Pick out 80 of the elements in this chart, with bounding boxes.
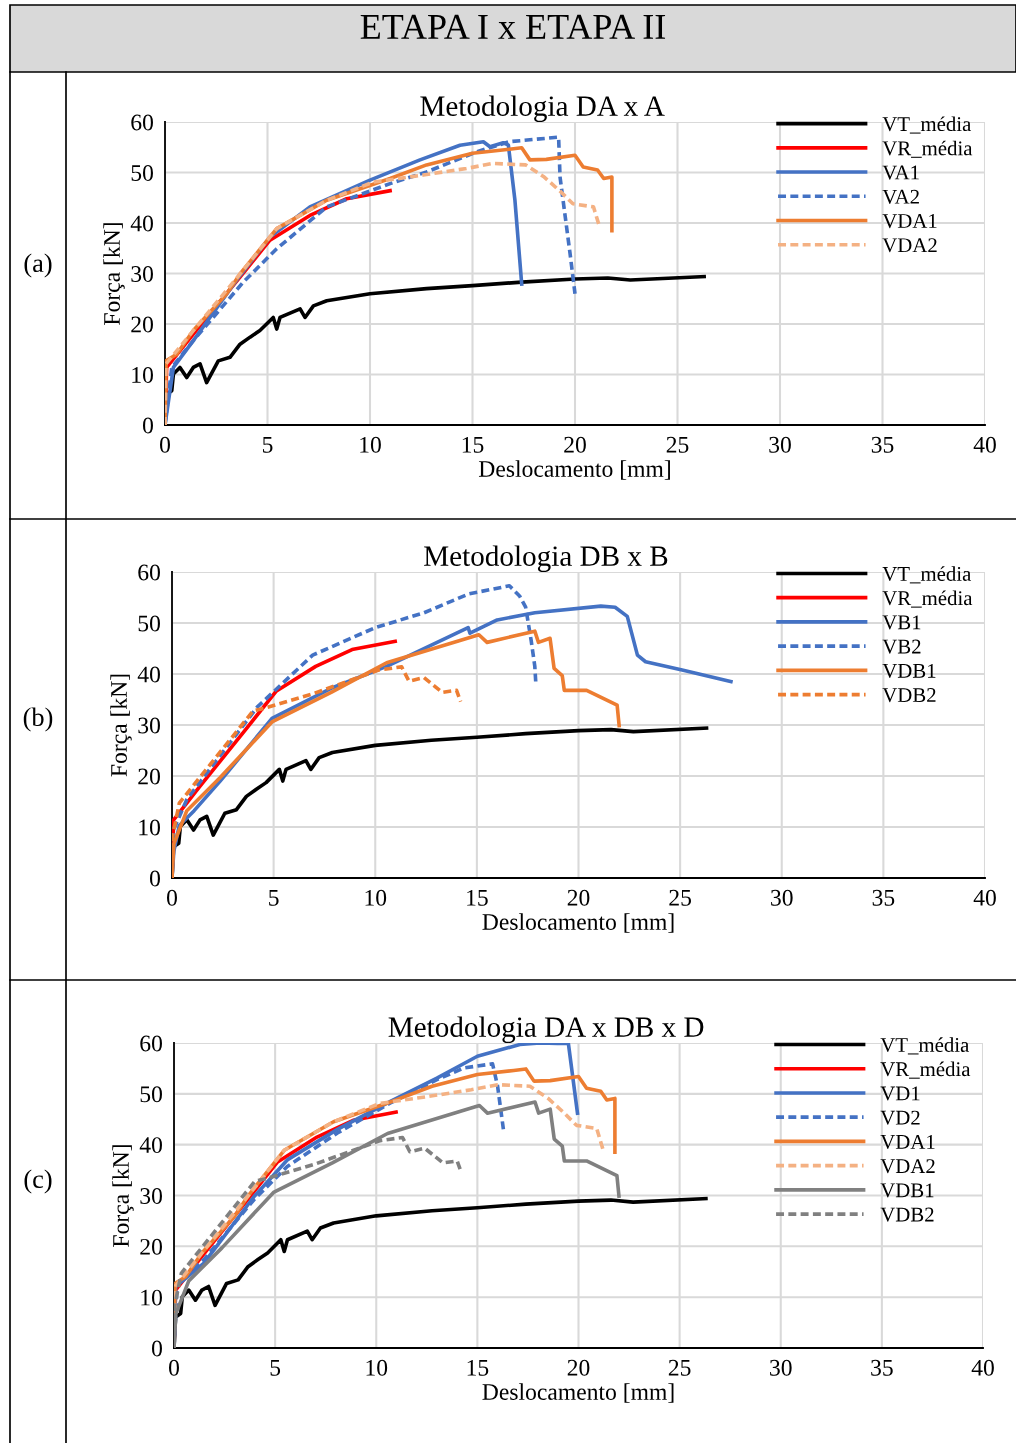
x-tick-label: 40 (973, 436, 996, 453)
legend-label: VDA1 (882, 214, 937, 229)
x-tick-label: 40 (971, 1359, 994, 1376)
y-tick-label: 0 (151, 1340, 162, 1357)
x-tick-label: 15 (467, 889, 488, 906)
x-axis-title: Deslocamento [mm] (478, 460, 670, 480)
y-tick-label: 10 (132, 366, 153, 383)
y-tick-label: 50 (140, 1086, 162, 1103)
x-tick-label: 30 (770, 1359, 792, 1376)
x-axis-title: Deslocamento [mm] (482, 1383, 674, 1403)
x-tick-label: 5 (262, 437, 273, 453)
x-tick-label: 35 (872, 889, 895, 906)
legend-label: VT_média (882, 566, 972, 584)
y-axis-title: Força [kN] (110, 674, 132, 777)
x-tick-label: 5 (269, 890, 279, 906)
x-tick-label: 20 (567, 889, 590, 906)
x-tick-label: 15 (462, 436, 484, 453)
legend-label: VR_média (880, 1061, 971, 1079)
legend-label: VDB1 (880, 1183, 934, 1198)
legend-label: VDA2 (880, 1159, 935, 1174)
text: (a) (24, 253, 52, 278)
x-tick-label: 25 (666, 436, 689, 453)
y-tick-label: 20 (131, 316, 153, 333)
legend-label: VDA1 (880, 1134, 935, 1150)
y-tick-label: 30 (131, 265, 153, 282)
text: (c) (24, 1169, 52, 1194)
legend-label: VDB2 (882, 688, 936, 703)
x-axis-title: Deslocamento [mm] (482, 913, 674, 933)
chart-title: Metodologia DA x A (420, 95, 665, 122)
y-tick-label: 10 (141, 1289, 162, 1306)
legend-label: VB1 (882, 615, 921, 630)
y-tick-label: 0 (142, 417, 153, 434)
legend-label: VDA2 (882, 238, 937, 253)
x-tick-label: 15 (467, 1359, 489, 1376)
legend-label: VR_média (882, 590, 973, 608)
x-tick-label: 10 (366, 1359, 388, 1376)
legend-label: VD2 (880, 1110, 920, 1125)
y-tick-label: 40 (130, 215, 153, 232)
legend-label: VB2 (882, 639, 921, 654)
y-axis-title: Força [kN] (103, 223, 125, 325)
y-tick-label: 0 (149, 870, 160, 887)
chart-title: Metodologia DA x DB x D (388, 1016, 704, 1043)
y-axis-title: Força [kN] (112, 1145, 134, 1247)
legend-label: VT_média (882, 116, 972, 134)
legend-label: VA2 (882, 189, 919, 204)
y-tick-label: 50 (131, 164, 153, 181)
y-tick-label: 40 (139, 1137, 162, 1154)
x-tick-label: 10 (365, 889, 387, 906)
legend-label: VR_média (882, 140, 973, 158)
x-tick-label: 5 (270, 1360, 281, 1376)
legend-label: VT_média (880, 1037, 970, 1055)
y-tick-label: 10 (139, 819, 160, 836)
x-tick-label: 35 (871, 436, 894, 453)
x-tick-label: 25 (668, 1359, 691, 1376)
y-tick-label: 60 (138, 564, 160, 581)
x-tick-label: 30 (771, 889, 793, 906)
x-tick-label: 40 (973, 889, 996, 906)
legend-label: VD1 (880, 1086, 920, 1101)
x-tick-label: 10 (360, 436, 381, 453)
x-tick-label: 20 (564, 436, 586, 453)
y-tick-label: 50 (138, 615, 160, 632)
x-tick-label: 0 (169, 1359, 179, 1376)
text: (b) (23, 707, 53, 732)
chart-title: Metodologia DB x B (424, 545, 668, 572)
x-tick-label: 30 (769, 436, 791, 453)
x-tick-label: 20 (567, 1359, 590, 1376)
x-tick-label: 0 (167, 889, 177, 906)
y-tick-label: 60 (131, 114, 153, 131)
legend-label: VDB1 (882, 663, 936, 678)
y-tick-label: 40 (137, 666, 160, 683)
x-tick-label: 25 (669, 889, 692, 906)
legend-label: VDB2 (880, 1207, 934, 1222)
legend-label: VA1 (882, 165, 919, 180)
y-tick-label: 20 (138, 768, 160, 785)
text: ETAPA I x ETAPA II (360, 14, 666, 39)
x-tick-label: 35 (871, 1359, 893, 1376)
y-tick-label: 60 (140, 1035, 162, 1052)
y-tick-label: 30 (138, 717, 160, 734)
y-tick-label: 30 (140, 1187, 162, 1204)
y-tick-label: 20 (140, 1238, 162, 1255)
